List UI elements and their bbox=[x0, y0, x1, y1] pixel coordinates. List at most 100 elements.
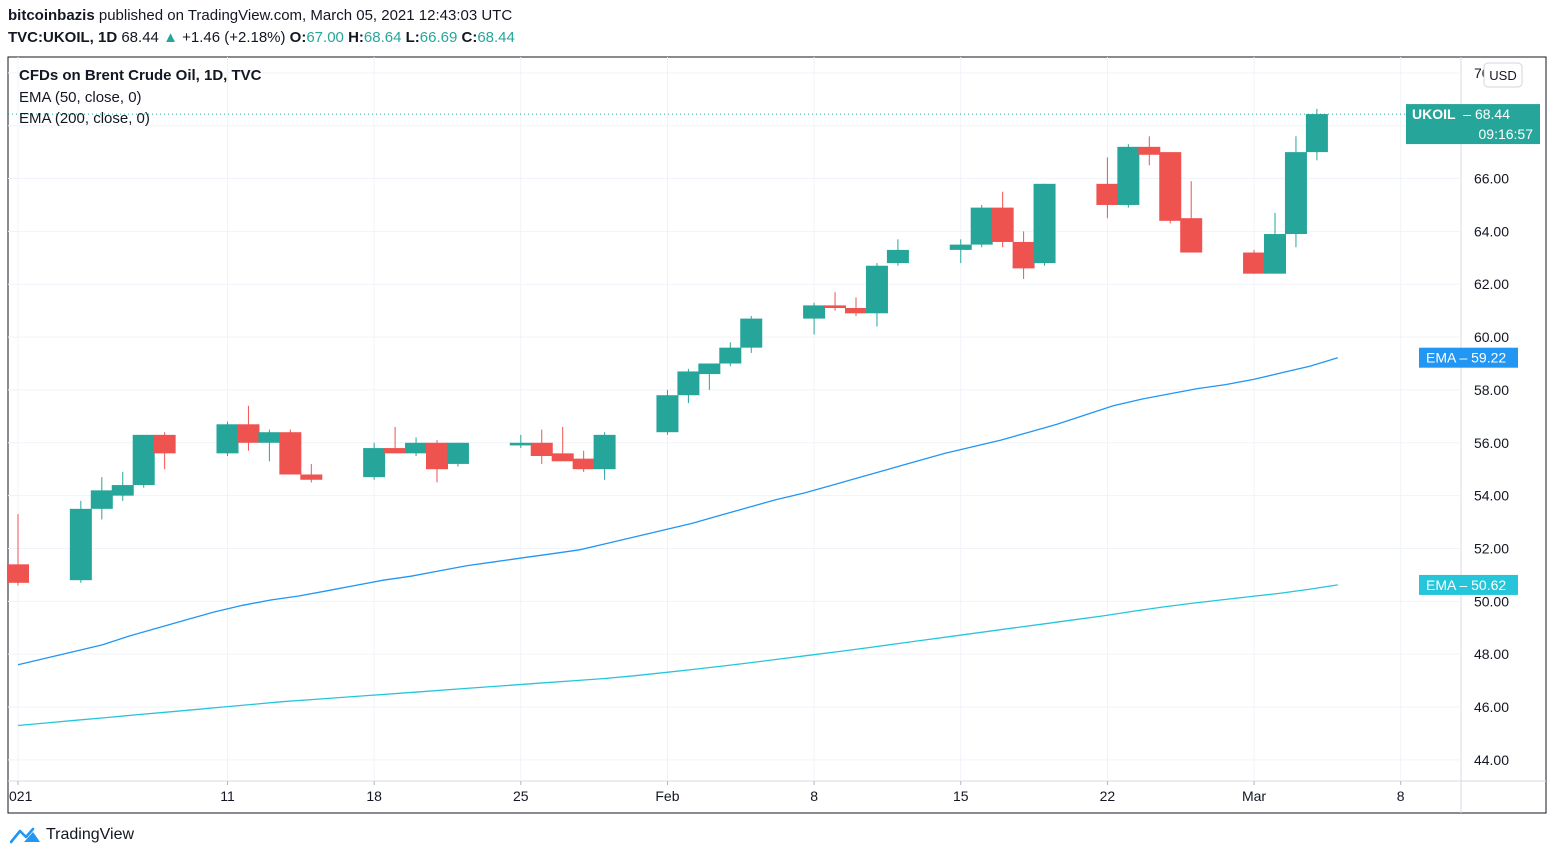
y-tick-label: 66.00 bbox=[1474, 171, 1509, 187]
candle-body bbox=[237, 424, 260, 443]
bar-countdown: 09:16:57 bbox=[1479, 126, 1534, 142]
candle bbox=[1033, 183, 1056, 266]
legend-ema-200[interactable]: EMA (200, close, 0) bbox=[19, 110, 150, 127]
candle bbox=[949, 239, 972, 264]
candle-body bbox=[1159, 152, 1182, 221]
candle-body bbox=[1305, 114, 1328, 153]
candle-body bbox=[1012, 241, 1035, 269]
currency-label: USD bbox=[1489, 68, 1516, 83]
candle-body bbox=[970, 207, 993, 245]
candle bbox=[300, 463, 323, 483]
last-price-symbol: UKOIL bbox=[1412, 106, 1456, 122]
x-tick-label: 18 bbox=[366, 788, 382, 804]
ema-value-label: EMA – 59.22 bbox=[1419, 347, 1518, 368]
candle-body bbox=[845, 308, 867, 314]
candle bbox=[970, 204, 993, 248]
candle-body bbox=[7, 564, 29, 583]
currency-button[interactable]: USD bbox=[1483, 62, 1523, 88]
y-tick-label: 62.00 bbox=[1474, 276, 1509, 292]
candle-body bbox=[258, 432, 281, 443]
candle-body bbox=[363, 448, 386, 478]
candle-body bbox=[1117, 146, 1140, 205]
candle bbox=[845, 297, 867, 316]
ema-value-label-text: EMA – 59.22 bbox=[1426, 350, 1506, 366]
candle-body bbox=[153, 434, 176, 454]
publish-line: bitcoinbazis published on TradingView.co… bbox=[8, 7, 512, 24]
candle-body bbox=[865, 265, 888, 314]
brand-name: TradingView bbox=[46, 826, 135, 843]
open-label: O: bbox=[289, 29, 307, 46]
y-tick-label: 44.00 bbox=[1474, 752, 1509, 768]
candle bbox=[132, 434, 155, 488]
tradingview-logo[interactable]: TradingView bbox=[10, 826, 134, 844]
ema-50-line bbox=[17, 357, 1338, 666]
candle-body bbox=[1243, 252, 1266, 274]
y-tick-label: 46.00 bbox=[1474, 699, 1509, 715]
candle bbox=[719, 342, 742, 367]
candle-body bbox=[824, 305, 847, 309]
candle-body bbox=[1284, 152, 1307, 235]
close-value: 68.44 bbox=[477, 29, 515, 46]
candle bbox=[1180, 181, 1203, 253]
candle bbox=[1117, 144, 1140, 208]
candle bbox=[698, 363, 721, 390]
y-tick-label: 48.00 bbox=[1474, 646, 1509, 662]
candle-body bbox=[551, 453, 574, 462]
high-value: 68.64 bbox=[363, 29, 402, 46]
candle bbox=[111, 471, 134, 501]
candle bbox=[677, 368, 700, 404]
symbol-label: TVC:UKOIL, 1D bbox=[8, 29, 118, 46]
candle bbox=[237, 405, 260, 451]
y-tick-label: 50.00 bbox=[1474, 593, 1509, 609]
candle-body bbox=[1138, 146, 1161, 155]
candle bbox=[153, 432, 176, 470]
ema-value-label-text: EMA – 50.62 bbox=[1426, 577, 1506, 593]
candle-body bbox=[740, 318, 763, 348]
candle bbox=[740, 315, 763, 353]
candle-body bbox=[111, 485, 134, 496]
y-tick-label: 64.00 bbox=[1474, 223, 1509, 239]
candle bbox=[1138, 136, 1161, 166]
x-tick-label: 11 bbox=[220, 788, 235, 804]
x-tick-label: 021 bbox=[9, 788, 33, 804]
low-value: 66.69 bbox=[419, 29, 458, 46]
ohlc-line: TVC:UKOIL, 1D 68.44 ▲ +1.46 (+2.18%) O:6… bbox=[8, 29, 515, 46]
close-label: C: bbox=[461, 29, 478, 46]
candle bbox=[656, 389, 679, 435]
candle bbox=[886, 239, 909, 266]
candle-body bbox=[426, 442, 448, 470]
candle bbox=[405, 437, 428, 456]
candle bbox=[258, 429, 281, 462]
candle-body bbox=[384, 448, 407, 454]
candle bbox=[1243, 249, 1266, 274]
last-price-value: – 68.44 bbox=[1463, 106, 1510, 122]
ema-value-label: EMA – 50.62 bbox=[1419, 574, 1518, 595]
candle-body bbox=[572, 458, 595, 470]
y-tick-label: 60.00 bbox=[1474, 329, 1509, 345]
x-tick-label: Feb bbox=[655, 788, 679, 804]
candle-body bbox=[530, 442, 553, 456]
last-price-label: UKOIL – 68.44 09:16:57 bbox=[1406, 104, 1540, 145]
y-tick-label: 56.00 bbox=[1474, 435, 1509, 451]
author-name[interactable]: bitcoinbazis bbox=[8, 7, 95, 24]
chart-title: CFDs on Brent Crude Oil, 1D, TVC bbox=[19, 67, 262, 84]
candle bbox=[1159, 152, 1182, 224]
up-arrow-icon: ▲ bbox=[163, 29, 178, 46]
legend-ema-50[interactable]: EMA (50, close, 0) bbox=[19, 89, 142, 106]
ema-value-label-bg bbox=[1419, 574, 1518, 595]
candle bbox=[824, 292, 847, 311]
candle bbox=[509, 434, 532, 449]
published-text: published on TradingView.com, March 05, … bbox=[98, 7, 513, 24]
candle-body bbox=[656, 395, 679, 433]
y-tick-label: 58.00 bbox=[1474, 382, 1509, 398]
candle-body bbox=[446, 442, 469, 464]
x-tick-label: 8 bbox=[1397, 788, 1405, 804]
candle bbox=[384, 426, 407, 454]
candle-body bbox=[698, 363, 721, 375]
ema-200-line bbox=[17, 584, 1338, 727]
candle-body bbox=[593, 434, 616, 470]
candle-body bbox=[991, 207, 1014, 242]
candle bbox=[1264, 212, 1286, 274]
candle-body bbox=[216, 424, 239, 454]
